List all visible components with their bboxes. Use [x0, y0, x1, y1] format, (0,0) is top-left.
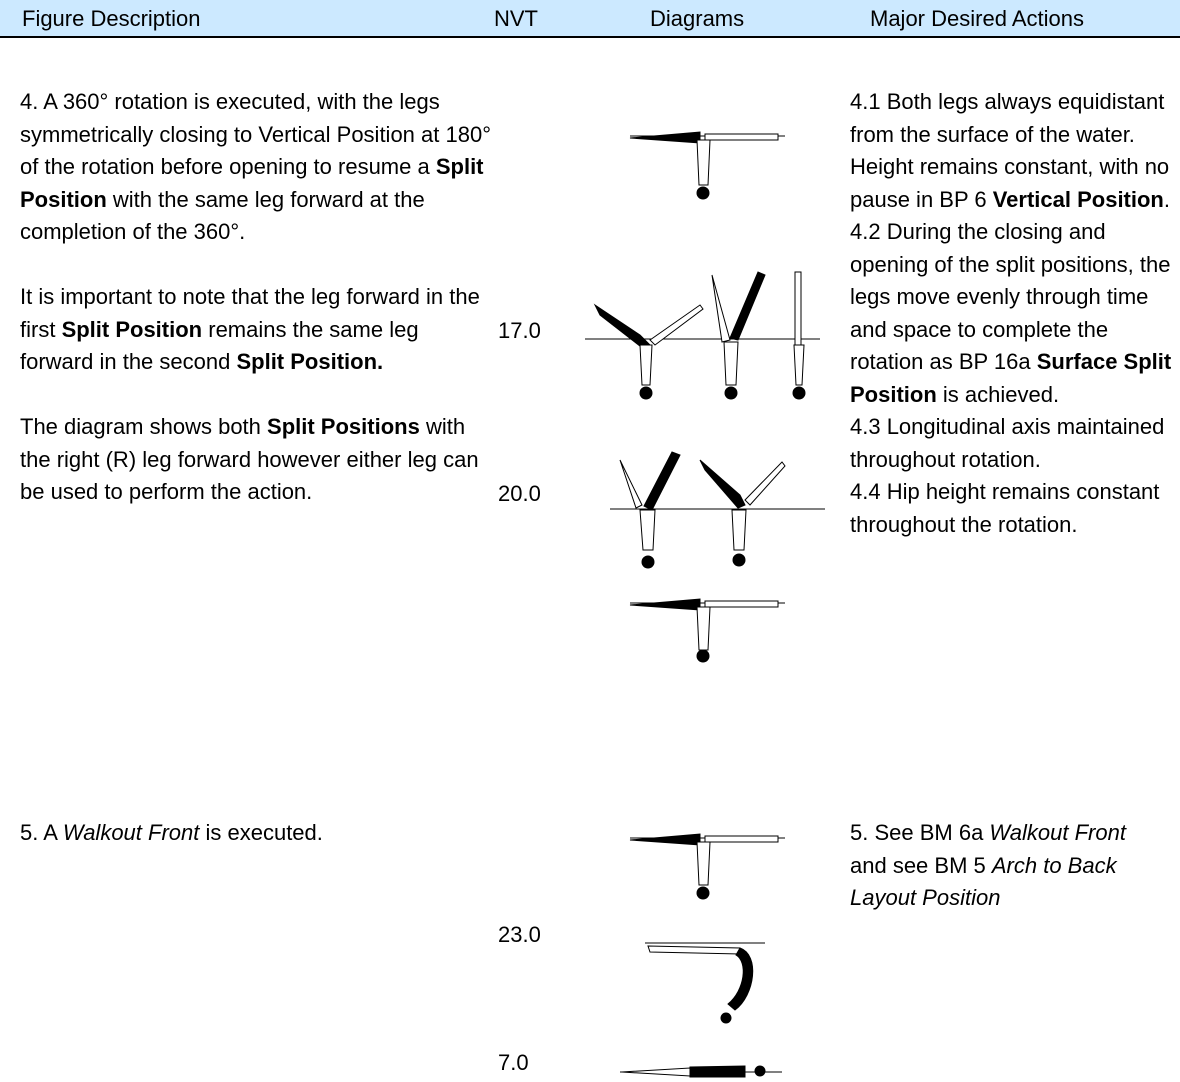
- bold-text: Vertical Position: [992, 186, 1164, 212]
- text: The diagram shows both: [20, 414, 268, 439]
- column-header: Diagrams: [650, 6, 745, 31]
- bold-text: Split Position: [20, 154, 484, 212]
- actions: 5. See BM 6a Walkout Front and see BM 5 …: [850, 817, 1160, 915]
- nvt: 7.0: [498, 1050, 529, 1075]
- nvt: 20.0: [498, 481, 541, 506]
- text: is executed.: [199, 820, 323, 845]
- description: 4. A 360° rotation is executed, with the…: [20, 86, 492, 541]
- figure: [585, 271, 820, 400]
- column-header: Major Desired Actions: [870, 6, 1084, 31]
- text: 4.3 Longitudinal axis maintained through…: [850, 414, 1165, 472]
- text: remains the same leg forward in the seco…: [20, 316, 419, 375]
- italic-text: Arch to Back Layout Position: [850, 852, 1117, 911]
- text: with the same leg forward at the complet…: [20, 186, 425, 245]
- figure: [629, 131, 785, 200]
- paragraph: 4.1 Both legs always equidistant from th…: [850, 86, 1180, 216]
- description: 5. A Walkout Front is executed.: [20, 817, 492, 882]
- paragraph: The diagram shows both Split Positions w…: [20, 411, 492, 509]
- figure: [629, 598, 785, 663]
- column-header: Figure Description: [22, 6, 201, 31]
- figure: [610, 451, 825, 569]
- italic-text: Walkout Front: [62, 820, 200, 845]
- text: 5. A: [20, 820, 63, 845]
- text: 4. A 360° rotation is executed, with the…: [20, 89, 491, 179]
- text: with the right (R) leg forward however e…: [20, 414, 479, 504]
- text: is achieved.: [936, 381, 1060, 407]
- bold-text: Split Position: [61, 316, 203, 342]
- paragraph: 4.3 Longitudinal axis maintained through…: [850, 411, 1180, 476]
- paragraph: It is important to note that the leg for…: [20, 281, 492, 379]
- text: 4.4 Hip height remains constant througho…: [850, 479, 1160, 537]
- figure: [629, 833, 785, 900]
- bold-text: Split Position.: [236, 349, 384, 374]
- header-bar: Figure Description NVT Diagrams Major De…: [0, 0, 1180, 38]
- text: 5. See BM 6a: [850, 820, 990, 845]
- column-header: NVT: [494, 6, 538, 31]
- text: .: [1163, 186, 1170, 212]
- bold-text: Split Positions: [267, 414, 420, 439]
- paragraph: 4.4 Hip height remains constant througho…: [850, 476, 1180, 541]
- italic-text: Walkout Front: [989, 820, 1126, 845]
- nvt: 23.0: [498, 922, 541, 947]
- text: It is important to note that the leg for…: [20, 284, 480, 342]
- text: 4.1 Both legs always equidistant from th…: [850, 89, 1170, 212]
- actions: 4.1 Both legs always equidistant from th…: [850, 86, 1180, 541]
- text: 4.2 During the closing and opening of th…: [850, 219, 1171, 374]
- paragraph: 4. A 360° rotation is executed, with the…: [20, 86, 492, 249]
- paragraph: 5. A Walkout Front is executed.: [20, 817, 492, 850]
- nvt: 17.0: [498, 318, 541, 343]
- bold-text: Surface Split Position: [850, 349, 1172, 407]
- text: and see BM 5: [850, 852, 992, 878]
- paragraph: 4.2 During the closing and opening of th…: [850, 216, 1180, 411]
- figure: [645, 942, 765, 1024]
- paragraph: 5. See BM 6a Walkout Front and see BM 5 …: [850, 817, 1160, 915]
- figure: [620, 1065, 782, 1078]
